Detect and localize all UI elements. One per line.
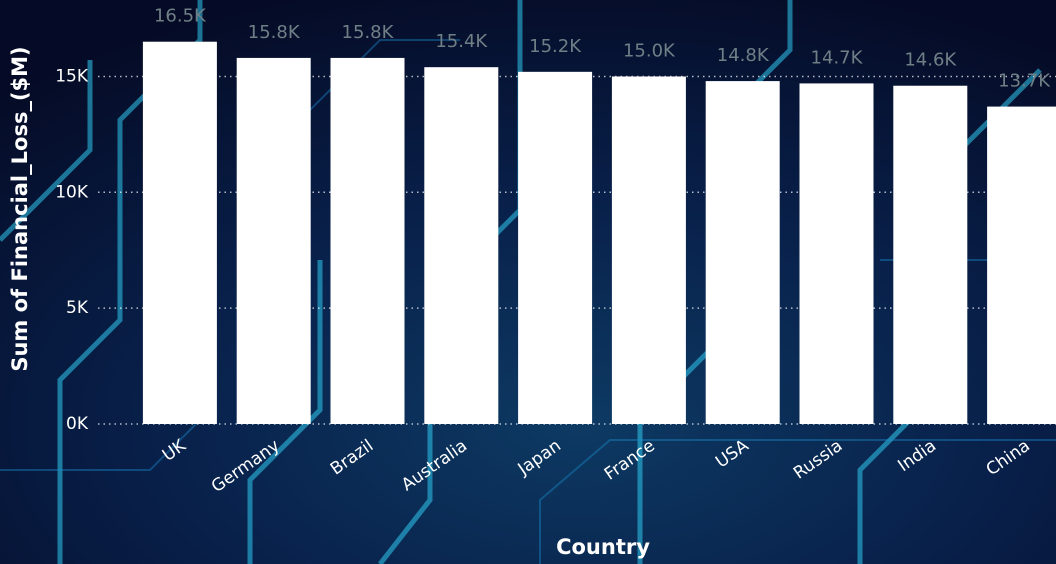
- bar: [518, 71, 593, 424]
- y-tick-label: 5K: [66, 298, 89, 318]
- y-tick-label: 15K: [55, 66, 89, 86]
- y-axis-title: Sum of Financial_Loss_($M): [8, 46, 32, 371]
- y-tick-label: 0K: [66, 414, 89, 434]
- data-label: 16.5K: [154, 6, 207, 27]
- data-label: 14.8K: [717, 45, 770, 66]
- data-label: 14.6K: [904, 50, 957, 71]
- bar: [799, 83, 874, 424]
- bar: [236, 57, 311, 425]
- x-axis-title: Country: [556, 535, 650, 559]
- data-label: 13.7K: [998, 71, 1051, 92]
- bar: [611, 76, 686, 424]
- data-label: 15.2K: [529, 36, 582, 57]
- bar: [893, 85, 968, 424]
- bar: [705, 81, 780, 424]
- data-label: 15.4K: [435, 31, 488, 52]
- data-label: 15.8K: [248, 22, 301, 43]
- bar: [142, 41, 217, 424]
- bar: [424, 67, 499, 424]
- data-label: 14.7K: [811, 47, 864, 68]
- data-label: 15.0K: [623, 40, 676, 61]
- y-tick-label: 10K: [55, 182, 89, 202]
- bar: [330, 57, 405, 425]
- bar: [987, 106, 1056, 425]
- data-label: 15.8K: [342, 22, 395, 43]
